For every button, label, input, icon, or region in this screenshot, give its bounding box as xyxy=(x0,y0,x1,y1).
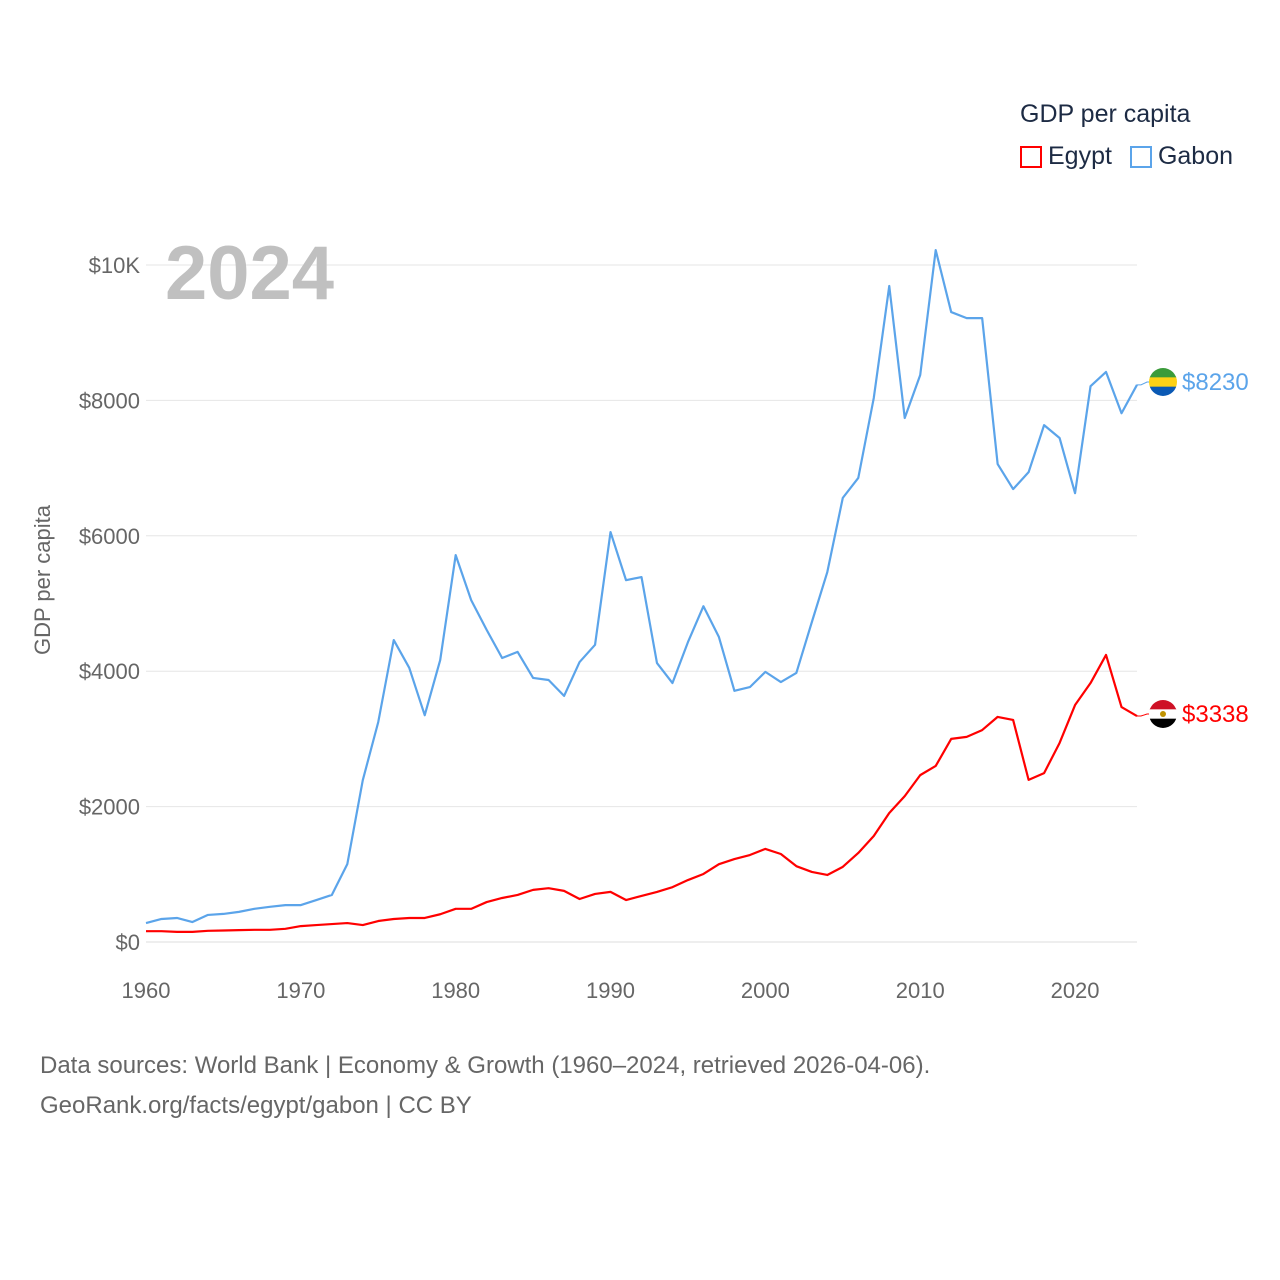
series-line-egypt xyxy=(146,653,1138,933)
y-tick-label: $8000 xyxy=(79,388,140,413)
year-label: 2024 xyxy=(165,231,335,316)
legend-item-gabon[interactable]: Gabon xyxy=(1129,142,1233,171)
y-tick-label: $6000 xyxy=(79,524,140,549)
legend: Egypt Gabon xyxy=(1020,142,1233,171)
y-tick-label: $2000 xyxy=(79,795,140,820)
x-tick-label: 1990 xyxy=(586,978,635,1003)
y-tick-label: $10K xyxy=(89,253,141,278)
x-tick-label: 1960 xyxy=(122,978,171,1003)
gabon-flag-stripe xyxy=(1149,368,1177,378)
egypt-eagle-icon xyxy=(1160,711,1166,717)
y-tick-label: $0 xyxy=(116,930,140,955)
y-axis-label: GDP per capita xyxy=(30,504,55,655)
egypt-flag-stripe xyxy=(1149,718,1177,728)
y-tick-label: $4000 xyxy=(79,659,140,684)
legend-label: Gabon xyxy=(1157,142,1233,170)
source-link[interactable]: GeoRank.org/facts/egypt/gabon | CC BY xyxy=(40,1092,472,1119)
x-tick-label: 1980 xyxy=(431,978,480,1003)
source-line: Data sources: World Bank | Economy & Gro… xyxy=(40,1052,931,1079)
legend-swatch xyxy=(1020,145,1042,168)
end-value-label-gabon: $8230 xyxy=(1182,369,1249,396)
series-line-gabon xyxy=(145,249,1138,925)
gabon-flag-stripe xyxy=(1149,386,1177,396)
label-connector xyxy=(1137,381,1151,386)
egypt-flag-stripe xyxy=(1149,700,1177,710)
legend-swatch xyxy=(1129,145,1152,168)
x-tick-label: 2000 xyxy=(741,978,790,1003)
x-tick-label: 1970 xyxy=(276,978,325,1003)
legend-title: GDP per capita xyxy=(1020,100,1191,128)
end-value-label-egypt: $3338 xyxy=(1182,701,1249,728)
gabon-flag-stripe xyxy=(1149,377,1177,388)
source-note: Data sources: World Bank | Economy & Gro… xyxy=(40,1046,930,1126)
legend-item-egypt[interactable]: Egypt xyxy=(1020,142,1112,171)
x-tick-label: 2020 xyxy=(1051,978,1100,1003)
legend-label: Egypt xyxy=(1048,142,1112,170)
x-tick-label: 2010 xyxy=(896,978,945,1003)
label-connector xyxy=(1137,713,1151,717)
